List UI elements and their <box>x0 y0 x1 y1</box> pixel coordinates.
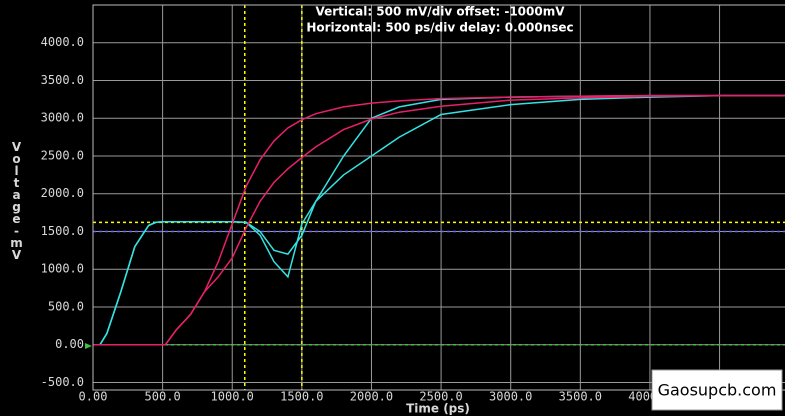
x-tick-label: 1000.0 <box>211 390 254 404</box>
series <box>93 94 785 346</box>
x-tick-label: 500.0 <box>145 390 181 404</box>
x-axis-label: Time (ps) <box>406 402 470 416</box>
plot-frame <box>92 4 785 391</box>
y-tick-label: 4000.0 <box>41 35 84 49</box>
y-axis-label: Voltage-mV <box>10 140 24 260</box>
watermark: Gaosupcb.com <box>658 381 777 400</box>
zero-marker <box>85 343 92 349</box>
y-tick-label: 3000.0 <box>41 111 84 125</box>
x-tick-label: 2500.0 <box>419 390 462 404</box>
y-tick-label: 1500.0 <box>41 224 84 238</box>
x-tick-label: 3500.0 <box>559 390 602 404</box>
x-tick-label: 2000.0 <box>350 390 393 404</box>
watermark-box <box>651 369 783 411</box>
y-tick-label: 500.0 <box>48 299 84 313</box>
y-tick-label: 2000.0 <box>41 186 84 200</box>
y-tick-label: 3500.0 <box>41 73 84 87</box>
series-line <box>93 94 785 346</box>
ticks: -500.00.00500.01000.01500.02000.02500.03… <box>41 35 742 403</box>
y-tick-label: 2500.0 <box>41 148 84 162</box>
x-tick-label: 1500.0 <box>280 390 323 404</box>
x-tick-label: 3000.0 <box>489 390 532 404</box>
y-tick-label: -500.0 <box>41 375 84 389</box>
x-tick-label: 0.00 <box>79 390 108 404</box>
header-line: Vertical: 500 mV/div offset: -1000mV <box>315 5 565 19</box>
y-tick-label: 0.00 <box>55 337 84 351</box>
grid <box>93 5 785 390</box>
y-tick-label: 1000.0 <box>41 262 84 276</box>
series-line <box>93 94 785 346</box>
header-line: Horizontal: 500 ps/div delay: 0.000nsec <box>306 21 573 35</box>
reference-lines <box>93 5 785 390</box>
